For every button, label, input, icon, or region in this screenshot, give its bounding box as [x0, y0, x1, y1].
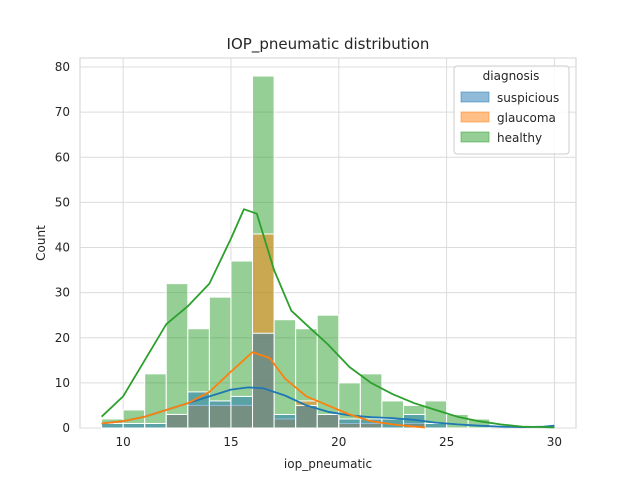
bar-suspicious — [273, 413, 297, 429]
bar-suspicious — [144, 422, 167, 429]
bar-suspicious — [316, 413, 340, 429]
bars-layer — [101, 75, 491, 429]
bar-suspicious — [230, 395, 254, 429]
x-tick-label: 25 — [439, 435, 454, 449]
bar-suspicious — [338, 418, 361, 429]
legend-swatch-healthy — [460, 131, 490, 143]
x-tick-label: 15 — [223, 435, 238, 449]
y-tick-label: 80 — [55, 60, 70, 74]
x-tick-label: 30 — [547, 435, 562, 449]
legend-title: diagnosis — [483, 69, 540, 83]
kde-lines-layer — [100, 208, 555, 429]
x-tick-label: 20 — [331, 435, 346, 449]
chart-title: IOP_pneumatic distribution — [227, 35, 430, 54]
y-axis-label: Count — [34, 225, 48, 261]
bar-suspicious — [295, 404, 318, 429]
kde-line-glaucoma — [101, 351, 426, 429]
legend-items: suspicious glaucoma healthy — [460, 91, 559, 145]
legend-label-healthy: healthy — [497, 131, 542, 145]
bar-suspicious — [208, 400, 232, 429]
bar-suspicious — [252, 332, 275, 429]
legend-label-suspicious: suspicious — [497, 91, 559, 105]
x-tick-labels: 10 15 20 25 30 — [115, 435, 562, 449]
y-tick-label: 30 — [55, 286, 70, 300]
bar-suspicious — [165, 413, 189, 429]
kde-line-healthy — [100, 208, 555, 429]
y-tick-label: 60 — [55, 150, 70, 164]
bar-healthy — [273, 319, 297, 429]
legend-label-glaucoma: glaucoma — [497, 111, 556, 125]
bar-suspicious — [101, 422, 124, 429]
y-tick-label: 70 — [55, 105, 70, 119]
y-tick-label: 0 — [62, 421, 70, 435]
x-tick-label: 10 — [115, 435, 130, 449]
x-axis-label: iop_pneumatic — [284, 457, 372, 471]
y-tick-label: 20 — [55, 331, 70, 345]
legend-swatch-glaucoma — [460, 111, 490, 123]
legend: diagnosis suspicious glaucoma healthy — [453, 65, 570, 155]
y-tick-label: 40 — [55, 241, 70, 255]
bar-suspicious — [424, 422, 448, 429]
bar-healthy — [144, 373, 167, 429]
y-tick-label: 50 — [55, 195, 70, 209]
y-tick-labels: 0 10 20 30 40 50 60 70 80 — [55, 60, 70, 435]
y-tick-label: 10 — [55, 376, 70, 390]
legend-swatch-suspicious — [460, 91, 490, 103]
bar-suspicious — [122, 422, 146, 429]
